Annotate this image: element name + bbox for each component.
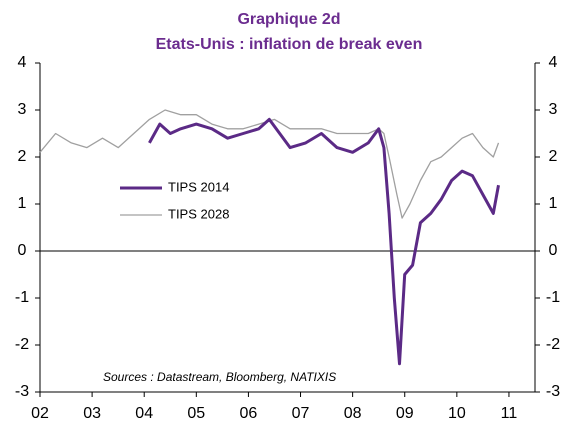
y-tick-label: -1 (15, 289, 29, 306)
x-tick-label: 11 (501, 405, 518, 422)
chart-subtitle: Etats-Unis : inflation de break even (156, 36, 423, 53)
x-tick-label: 06 (240, 405, 258, 422)
legend-label: TIPS 2014 (168, 179, 229, 194)
y2-tick-label: -1 (546, 289, 560, 306)
source-note: Sources : Datastream, Bloomberg, NATIXIS (103, 370, 336, 384)
x-tick-label: 09 (396, 405, 414, 422)
series-line (148, 117, 500, 366)
y2-tick-label: 2 (549, 148, 558, 165)
y2-tick-label: 3 (549, 101, 558, 118)
y2-tick-label: 0 (549, 242, 558, 259)
x-tick-label: 04 (135, 405, 153, 422)
legend-label: TIPS 2028 (168, 206, 229, 221)
y-tick-label: 1 (18, 195, 27, 212)
x-tick-label: 07 (292, 405, 310, 422)
x-tick-label: 02 (31, 405, 49, 422)
y-tick-label: 4 (18, 54, 27, 71)
y-tick-label: -3 (15, 383, 29, 400)
y2-tick-label: 4 (549, 54, 558, 71)
y2-tick-label: -2 (546, 336, 560, 353)
chart-title: Graphique 2d (237, 11, 340, 28)
y2-tick-label: -3 (546, 383, 560, 400)
y-tick-label: 2 (18, 148, 27, 165)
x-tick-label: 03 (83, 405, 101, 422)
y-tick-label: 0 (18, 242, 27, 259)
x-tick-label: 10 (448, 405, 466, 422)
y-tick-label: -2 (15, 336, 29, 353)
y-tick-label: 3 (18, 101, 27, 118)
x-tick-label: 05 (187, 405, 205, 422)
y2-tick-label: 1 (549, 195, 558, 212)
x-tick-label: 08 (344, 405, 362, 422)
series-line (39, 109, 500, 219)
